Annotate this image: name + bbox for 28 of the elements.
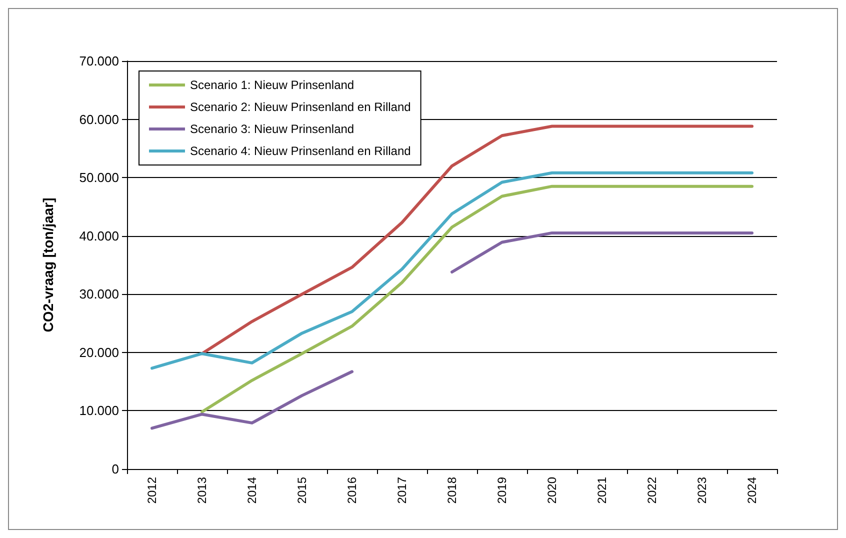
- legend-label: Scenario 1: Nieuw Prinsenland: [190, 78, 354, 92]
- line-series: [200, 184, 754, 414]
- legend-label: Scenario 3: Nieuw Prinsenland: [190, 122, 354, 136]
- y-axis-title: CO2-vraag [ton/jaar]: [40, 198, 56, 332]
- x-tick-label: 2019: [495, 476, 509, 504]
- x-tick-label: 2018: [445, 476, 459, 504]
- line-series: [150, 171, 754, 370]
- x-tick-label: 2017: [395, 476, 409, 504]
- x-tick-label: 2013: [195, 476, 209, 504]
- x-tick-label: 2021: [595, 476, 609, 504]
- x-tick-label: 2012: [145, 476, 159, 504]
- x-tick-label: 2015: [295, 476, 309, 504]
- x-tick-label: 2020: [545, 476, 559, 504]
- y-tick-label: 10.000: [79, 403, 119, 418]
- y-tick-label: 40.000: [79, 228, 119, 244]
- y-tick-label: 30.000: [79, 286, 119, 302]
- x-tick-label: 2023: [695, 476, 709, 504]
- x-tick-label: 2024: [745, 476, 759, 504]
- legend-label: Scenario 4: Nieuw Prinsenland en Rilland: [190, 144, 411, 158]
- y-tick-label: 60.000: [79, 112, 119, 127]
- x-tick-label: 2016: [345, 476, 359, 504]
- y-tick-label: 70.000: [79, 54, 119, 68]
- y-tick-label: 0: [112, 462, 119, 476]
- x-tick-label: 2014: [245, 476, 259, 504]
- legend-label: Scenario 2: Nieuw Prinsenland en Rilland: [190, 100, 411, 114]
- x-tick-label: 2022: [645, 476, 659, 504]
- y-tick-label: 20.000: [79, 344, 119, 360]
- y-tick-label: 50.000: [79, 170, 119, 186]
